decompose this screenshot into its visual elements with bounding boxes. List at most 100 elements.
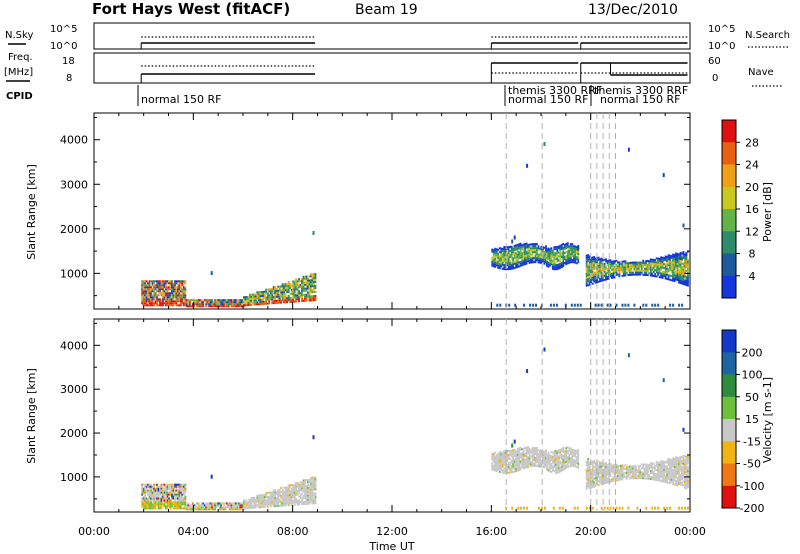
echo-cell <box>197 299 200 302</box>
echo-cell <box>630 471 633 474</box>
echo-cell <box>667 460 670 463</box>
echo-cell <box>640 265 643 268</box>
echo-cell <box>684 469 686 472</box>
echo-cell <box>609 261 612 264</box>
echo-cell <box>271 495 274 498</box>
echo-cell <box>666 479 669 482</box>
echo-cell <box>568 459 571 462</box>
echo-cell <box>673 260 676 262</box>
echo-cell <box>212 301 215 304</box>
echo-cell <box>162 286 164 289</box>
echo-cell <box>560 262 563 264</box>
echo-cell <box>678 279 680 282</box>
echo-cell <box>527 252 529 255</box>
echo-cell <box>611 266 613 269</box>
echo-cell <box>503 471 506 474</box>
echo-cell <box>681 478 683 480</box>
echo-cell <box>572 245 575 248</box>
echo-cell <box>187 504 190 507</box>
echo-cell <box>492 455 495 458</box>
echo-cell <box>171 485 173 488</box>
echo-cell <box>311 299 314 302</box>
echo-cell <box>600 277 603 280</box>
echo-cell <box>166 298 169 301</box>
echo-cell <box>230 299 233 302</box>
echo-cell <box>547 249 550 252</box>
echo-cell <box>617 475 619 478</box>
echo-cell <box>679 459 682 462</box>
echo-cell <box>243 296 245 299</box>
echo-cell <box>602 259 604 262</box>
echo-cell <box>290 498 293 500</box>
echo-cell <box>159 501 161 504</box>
echo-cell <box>599 258 601 261</box>
echo-cell <box>142 284 145 287</box>
echo-cell <box>687 262 689 265</box>
echo-cell <box>190 506 193 509</box>
echo-cell <box>655 275 658 278</box>
echo-cell <box>606 477 609 480</box>
echo-cell <box>241 504 243 507</box>
echo-cell <box>603 464 606 467</box>
echo-cell <box>506 464 509 466</box>
echo-cell <box>587 483 590 486</box>
echo-cell <box>160 284 163 287</box>
echo-cell <box>148 290 151 293</box>
echo-cell <box>617 465 619 468</box>
echo-cell <box>548 470 551 473</box>
echo-cell <box>654 273 657 276</box>
echo-cell <box>658 469 661 472</box>
echo-cell <box>249 503 251 505</box>
echo-cell <box>660 262 663 265</box>
echo-cell <box>522 249 525 252</box>
echo-cell <box>534 460 537 463</box>
echo-cell <box>553 460 556 462</box>
echo-cell <box>608 269 610 272</box>
echo-cell <box>673 463 676 466</box>
echo-cell <box>206 504 209 507</box>
echo-cell <box>260 506 263 509</box>
echo-cell <box>238 305 240 308</box>
echo-cell <box>620 263 622 265</box>
echo-cell <box>614 469 616 472</box>
echo-cell <box>284 500 287 503</box>
echo-cell <box>503 252 506 255</box>
echo-cell <box>645 471 648 474</box>
echo-cell <box>559 466 562 469</box>
echo-cell <box>679 254 682 256</box>
echo-cell <box>661 480 664 483</box>
echo-cell <box>224 301 227 304</box>
echo-cell <box>630 269 633 272</box>
echo-cell <box>596 279 598 282</box>
echo-cell <box>657 475 660 478</box>
echo-cell <box>597 256 600 259</box>
echo-cell <box>667 270 670 273</box>
echo-cell <box>151 298 154 301</box>
echo-cell <box>286 490 289 493</box>
echo-cell <box>302 289 305 292</box>
echo-cell <box>257 297 260 300</box>
echo-cell <box>492 465 495 467</box>
ground-scatter <box>621 303 624 307</box>
echo-cell <box>302 287 305 290</box>
echo-cell <box>630 261 633 264</box>
echo-cell <box>587 256 590 259</box>
echo-cell <box>510 251 513 254</box>
echo-cell <box>227 301 230 304</box>
echo-cell <box>308 299 311 302</box>
ground-scatter <box>570 303 573 307</box>
echo-cell <box>283 289 286 292</box>
echo-cell <box>299 296 302 299</box>
echo-cell <box>498 455 501 458</box>
echo-cell <box>658 473 661 476</box>
echo-cell <box>500 465 503 468</box>
echo-cell <box>575 458 578 461</box>
echo-cell <box>263 499 266 502</box>
echo-cell <box>290 288 293 291</box>
echo-cell <box>284 490 287 493</box>
echo-cell <box>566 464 569 466</box>
echo-point <box>210 474 213 479</box>
echo-cell <box>299 483 302 486</box>
echo-cell <box>148 507 151 510</box>
echo-cell <box>673 268 676 271</box>
